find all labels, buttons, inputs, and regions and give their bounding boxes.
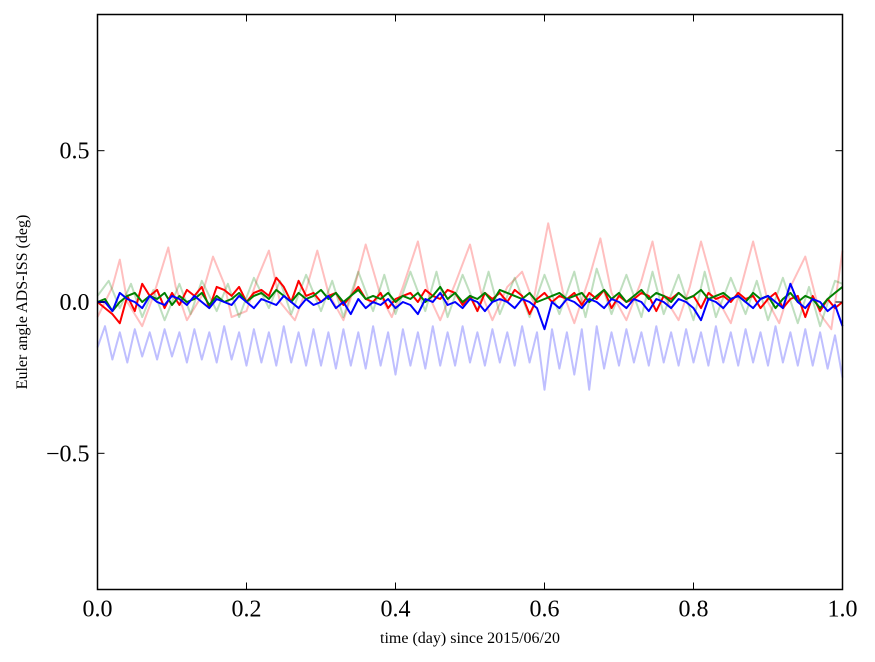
y-tick-label: −0.5 [46,441,90,467]
tick-layer: 0.0 0.2 0.4 0.6 0.8 1.0 −0.5 0.0 0.5 [46,14,858,623]
x-tick-label: 0.6 [530,597,560,623]
series-layer [96,222,844,391]
y-tick-label: 0.5 [60,139,90,165]
y-tick-label: 0.0 [60,290,90,316]
series-line-3 [96,325,844,391]
x-tick-label: 0.2 [232,597,262,623]
x-tick-label: 1.0 [828,597,858,623]
y-axis-label: Euler angle ADS-ISS (deg) [14,215,31,390]
x-tick-label: 0.8 [679,597,709,623]
series-line-6 [97,282,844,331]
x-axis-label: time (day) since 2015/06/20 [380,630,560,647]
x-tick-label: 0.4 [381,597,411,623]
x-tick-label: 0.0 [83,597,113,623]
